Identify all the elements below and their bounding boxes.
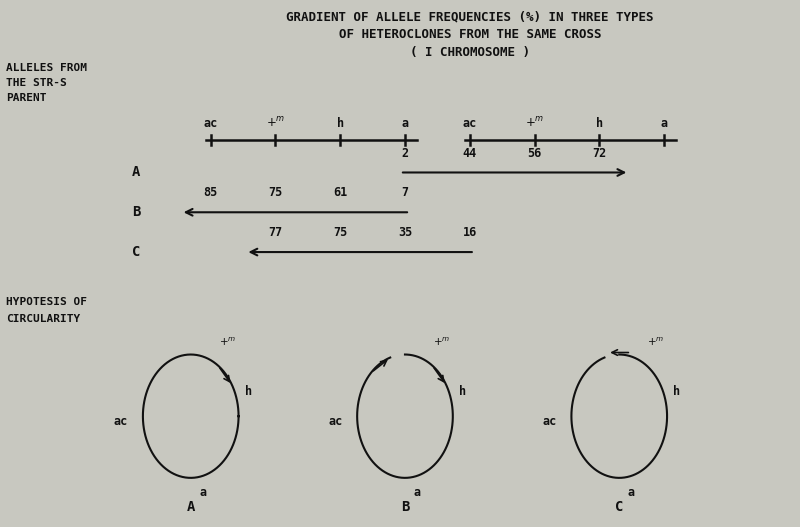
Text: ac: ac (542, 415, 557, 428)
Text: ac: ac (203, 116, 218, 130)
Text: ( I CHROMOSOME ): ( I CHROMOSOME ) (410, 46, 530, 59)
Text: ac: ac (328, 415, 342, 428)
Text: A: A (132, 165, 140, 180)
Text: HYPOTESIS OF: HYPOTESIS OF (6, 297, 87, 307)
Text: $+^m$: $+^m$ (218, 335, 236, 347)
Text: $+^m$: $+^m$ (647, 335, 665, 347)
Text: ac: ac (114, 415, 128, 428)
Text: CIRCULARITY: CIRCULARITY (6, 314, 81, 324)
Text: 61: 61 (333, 187, 347, 199)
Text: THE STR-S: THE STR-S (6, 78, 67, 88)
Text: $+^m$: $+^m$ (266, 116, 285, 130)
Text: ac: ac (462, 116, 477, 130)
Text: PARENT: PARENT (6, 93, 47, 103)
Text: 85: 85 (203, 187, 218, 199)
Text: a: a (628, 486, 634, 499)
Text: 75: 75 (333, 226, 347, 239)
Text: 16: 16 (462, 226, 477, 239)
Text: C: C (615, 500, 623, 514)
Text: 56: 56 (527, 147, 542, 160)
Text: C: C (132, 245, 140, 259)
Text: ALLELES FROM: ALLELES FROM (6, 63, 87, 73)
Text: 75: 75 (268, 187, 282, 199)
Text: h: h (337, 116, 344, 130)
Text: B: B (401, 500, 409, 514)
Text: h: h (458, 385, 466, 398)
Text: a: a (199, 486, 206, 499)
Text: $+^m$: $+^m$ (525, 116, 544, 130)
Text: 35: 35 (398, 226, 412, 239)
Text: GRADIENT OF ALLELE FREQUENCIES (%) IN THREE TYPES: GRADIENT OF ALLELE FREQUENCIES (%) IN TH… (286, 11, 654, 23)
Text: h: h (673, 385, 680, 398)
Text: 72: 72 (592, 147, 606, 160)
Text: $+^m$: $+^m$ (433, 335, 450, 347)
Text: 2: 2 (402, 147, 409, 160)
Text: OF HETEROCLONES FROM THE SAME CROSS: OF HETEROCLONES FROM THE SAME CROSS (338, 28, 601, 41)
Text: 77: 77 (268, 226, 282, 239)
Text: 7: 7 (402, 187, 409, 199)
Text: A: A (186, 500, 195, 514)
Text: 44: 44 (462, 147, 477, 160)
Text: a: a (402, 116, 409, 130)
Text: a: a (661, 116, 668, 130)
Text: a: a (414, 486, 421, 499)
Text: B: B (132, 206, 140, 219)
Text: h: h (596, 116, 603, 130)
Text: h: h (245, 385, 252, 398)
